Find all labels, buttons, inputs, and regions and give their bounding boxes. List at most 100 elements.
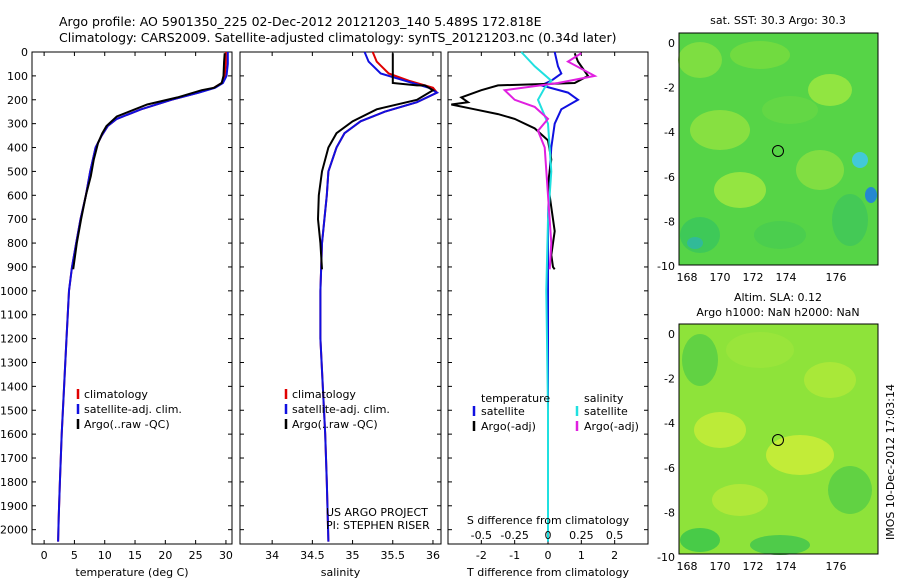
map-x-tick-label: 168 xyxy=(677,271,698,284)
y-tick-label: 1300 xyxy=(0,356,28,369)
legend-label: Argo(..raw -QC) xyxy=(292,418,378,431)
field-patch xyxy=(726,332,794,368)
field-patch xyxy=(832,194,868,246)
legend-label: satellite xyxy=(584,405,628,418)
annotation: PI: STEPHEN RISER xyxy=(326,519,430,532)
x-axis-label: T difference from climatology xyxy=(466,566,629,579)
x-tick-label: 25 xyxy=(189,549,203,562)
x-axis-label: temperature (deg C) xyxy=(75,566,188,579)
map-y-tick-label: 0 xyxy=(668,328,675,341)
field-patch xyxy=(730,41,790,69)
legend-header: salinity xyxy=(584,392,624,405)
legend-header: temperature xyxy=(481,392,550,405)
x-tick-label: 34.5 xyxy=(300,549,325,562)
series-line-climatology xyxy=(57,52,227,542)
annotation: US ARGO PROJECT xyxy=(326,506,428,519)
x-tick-label: 15 xyxy=(128,549,142,562)
x-tick-label: -1 xyxy=(509,549,520,562)
field-patch xyxy=(750,535,810,555)
legend-label: Argo(..raw -QC) xyxy=(84,418,170,431)
side-timestamp: IMOS 10-Dec-2012 17:03:14 xyxy=(884,384,897,540)
legend-label: climatology xyxy=(292,388,356,401)
sst-map xyxy=(678,32,879,266)
sla-map xyxy=(678,323,879,555)
top-x-tick-label: -0.5 xyxy=(471,529,492,542)
series-line-satellite-adj-clim- xyxy=(319,51,440,542)
legend-label: Argo(-adj) xyxy=(584,420,639,433)
field-patch xyxy=(694,412,746,448)
series-line-argo-raw-qc- xyxy=(316,53,435,270)
sla-map-title: Altim. SLA: 0.12 xyxy=(734,291,822,304)
map-x-tick-label: 176 xyxy=(826,560,847,573)
map-y-tick-label: -8 xyxy=(664,215,675,228)
plot-frame xyxy=(31,51,233,545)
argo-position-marker xyxy=(772,145,784,157)
x-tick-label: -2 xyxy=(476,549,487,562)
y-tick-label: 1700 xyxy=(0,452,28,465)
field-patch xyxy=(808,74,852,106)
x-axis-label: salinity xyxy=(321,566,361,579)
temperature-panel: 0 5 10 15 20 25 300100200300400500600700800900… xyxy=(0,46,233,579)
series-line-argo-adj- xyxy=(451,52,590,270)
y-tick-label: 1200 xyxy=(0,333,28,346)
series-line-argo-adj- xyxy=(502,52,598,270)
top-x-axis-label: S difference from climatology xyxy=(467,514,630,527)
x-tick-label: 1 xyxy=(578,549,585,562)
field-patch xyxy=(678,42,722,78)
sla-map-subtitle: Argo h1000: NaN h2000: NaN xyxy=(696,306,859,319)
y-tick-label: 100 xyxy=(7,70,28,83)
legend-label: satellite xyxy=(481,405,525,418)
map-y-tick-label: -10 xyxy=(657,260,675,273)
x-tick-label: 35.5 xyxy=(381,549,406,562)
map-y-tick-label: -2 xyxy=(664,373,675,386)
y-tick-label: 300 xyxy=(7,118,28,131)
map-y-tick-label: 0 xyxy=(668,37,675,50)
legend-label: satellite-adj. clim. xyxy=(292,403,390,416)
x-tick-label: 34 xyxy=(265,549,279,562)
x-tick-label: 20 xyxy=(158,549,172,562)
y-tick-label: 800 xyxy=(7,237,28,250)
sst-map-title: sat. SST: 30.3 Argo: 30.3 xyxy=(710,14,846,27)
map-x-tick-label: 174 xyxy=(776,271,797,284)
plot-frame xyxy=(239,51,442,545)
series-line-satellite xyxy=(520,51,553,542)
y-tick-label: 500 xyxy=(7,165,28,178)
map-y-tick-label: -6 xyxy=(664,171,675,184)
series-line-satellite-adj-clim- xyxy=(57,52,229,542)
map-x-tick-label: 172 xyxy=(743,560,764,573)
x-tick-label: 0 xyxy=(41,549,48,562)
y-tick-label: 200 xyxy=(7,94,28,107)
y-tick-label: 1800 xyxy=(0,476,28,489)
legend-label: climatology xyxy=(84,388,148,401)
series-line-satellite xyxy=(538,51,580,542)
y-tick-label: 400 xyxy=(7,142,28,155)
salinity-panel: 34 34.5 35 35.5 36 salinity climatology satelli… xyxy=(239,51,442,579)
map-y-tick-label: -4 xyxy=(664,126,675,139)
field-patch xyxy=(766,435,834,475)
y-tick-label: 1500 xyxy=(0,404,28,417)
map-x-tick-label: 170 xyxy=(710,271,731,284)
header-line2: Climatology: CARS2009. Satellite-adjuste… xyxy=(59,30,616,45)
map-x-tick-label: 172 xyxy=(743,271,764,284)
field-patch xyxy=(712,484,768,516)
map-y-tick-label: -6 xyxy=(664,462,675,475)
x-tick-label: 36 xyxy=(426,549,440,562)
map-x-tick-label: 176 xyxy=(826,271,847,284)
field-patch xyxy=(714,172,766,208)
x-tick-label: 2 xyxy=(611,549,618,562)
top-x-tick-label: 0 xyxy=(545,529,552,542)
top-x-tick-label: -0.25 xyxy=(500,529,528,542)
map-x-tick-label: 174 xyxy=(776,560,797,573)
field-patch xyxy=(828,466,872,514)
y-tick-label: 600 xyxy=(7,189,28,202)
field-patch xyxy=(852,152,868,168)
map-y-tick-label: -8 xyxy=(664,506,675,519)
y-tick-label: 1000 xyxy=(0,285,28,298)
series-line-climatology xyxy=(319,51,439,542)
legend-label: Argo(-adj) xyxy=(481,420,536,433)
header-line1: Argo profile: AO 5901350_225 02-Dec-2012… xyxy=(59,14,542,29)
x-tick-label: 5 xyxy=(71,549,78,562)
y-tick-label: 1600 xyxy=(0,428,28,441)
y-tick-label: 700 xyxy=(7,213,28,226)
